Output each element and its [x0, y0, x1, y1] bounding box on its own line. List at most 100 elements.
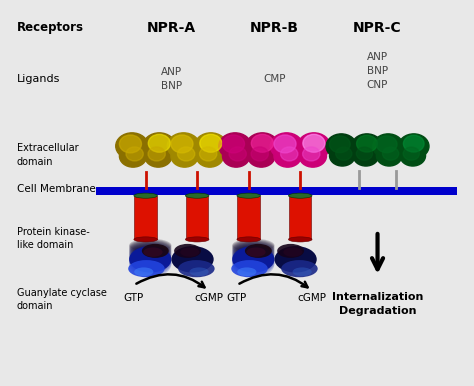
Circle shape — [299, 145, 327, 167]
Circle shape — [222, 145, 250, 167]
Ellipse shape — [246, 247, 265, 257]
Circle shape — [200, 147, 217, 161]
Ellipse shape — [231, 260, 268, 277]
Circle shape — [171, 135, 193, 153]
Ellipse shape — [232, 245, 274, 264]
Text: Extracellular
domain: Extracellular domain — [17, 143, 79, 166]
Circle shape — [329, 145, 355, 166]
Circle shape — [353, 145, 379, 166]
Ellipse shape — [129, 247, 172, 270]
Circle shape — [376, 136, 397, 152]
Bar — [237, 196, 260, 239]
Ellipse shape — [185, 193, 209, 198]
Ellipse shape — [232, 239, 274, 254]
Ellipse shape — [237, 237, 261, 242]
Ellipse shape — [178, 260, 215, 277]
Ellipse shape — [289, 193, 312, 198]
Ellipse shape — [283, 247, 302, 257]
Circle shape — [148, 147, 165, 161]
Text: Protein kinase-
like domain: Protein kinase- like domain — [17, 227, 90, 250]
Circle shape — [270, 133, 303, 159]
Ellipse shape — [129, 249, 172, 274]
Text: NPR-A: NPR-A — [147, 20, 196, 34]
Ellipse shape — [142, 244, 169, 258]
Ellipse shape — [232, 243, 274, 261]
Ellipse shape — [129, 245, 172, 266]
Ellipse shape — [237, 267, 256, 276]
Circle shape — [383, 147, 399, 160]
Text: Internalization
Degradation: Internalization Degradation — [332, 292, 423, 316]
Circle shape — [274, 135, 296, 153]
Ellipse shape — [129, 242, 172, 259]
Ellipse shape — [232, 246, 274, 268]
Circle shape — [376, 145, 402, 166]
Circle shape — [167, 133, 200, 159]
Circle shape — [171, 145, 198, 167]
Text: ANP
BNP: ANP BNP — [161, 67, 182, 91]
Circle shape — [222, 135, 245, 153]
Ellipse shape — [129, 244, 172, 263]
Circle shape — [352, 134, 382, 159]
Text: GTP: GTP — [227, 293, 247, 303]
Ellipse shape — [232, 240, 274, 256]
Bar — [186, 196, 209, 239]
Circle shape — [302, 147, 320, 161]
Bar — [289, 196, 311, 239]
Circle shape — [148, 134, 170, 152]
Circle shape — [274, 145, 301, 167]
Circle shape — [326, 134, 356, 159]
Ellipse shape — [232, 251, 274, 277]
Bar — [97, 187, 457, 195]
Text: Guanylate cyclase
domain: Guanylate cyclase domain — [17, 288, 107, 311]
Circle shape — [246, 133, 279, 159]
Circle shape — [251, 134, 273, 152]
Text: cGMP: cGMP — [194, 293, 223, 303]
Circle shape — [194, 133, 227, 159]
Ellipse shape — [232, 250, 274, 276]
Ellipse shape — [277, 244, 304, 258]
Text: ANP
BNP
CNP: ANP BNP CNP — [367, 52, 388, 90]
Ellipse shape — [134, 237, 157, 242]
Ellipse shape — [232, 242, 274, 259]
Circle shape — [298, 133, 330, 159]
Ellipse shape — [129, 240, 172, 256]
Ellipse shape — [129, 239, 172, 254]
Text: cGMP: cGMP — [298, 293, 327, 303]
Circle shape — [219, 133, 251, 159]
Circle shape — [247, 145, 275, 167]
Ellipse shape — [190, 267, 209, 276]
Circle shape — [143, 133, 175, 159]
Ellipse shape — [232, 248, 274, 272]
Circle shape — [145, 145, 172, 167]
Ellipse shape — [174, 244, 201, 258]
Text: Receptors: Receptors — [17, 21, 84, 34]
Circle shape — [336, 147, 352, 160]
Ellipse shape — [172, 246, 214, 273]
Ellipse shape — [185, 237, 209, 242]
Ellipse shape — [129, 248, 172, 272]
Text: Ligands: Ligands — [17, 74, 60, 84]
Ellipse shape — [289, 237, 312, 242]
Ellipse shape — [232, 241, 274, 257]
Ellipse shape — [129, 241, 172, 257]
Circle shape — [403, 147, 419, 160]
Ellipse shape — [129, 251, 172, 277]
Ellipse shape — [129, 243, 172, 261]
Ellipse shape — [232, 244, 274, 263]
Ellipse shape — [129, 245, 172, 264]
Circle shape — [399, 134, 429, 159]
Ellipse shape — [245, 244, 272, 258]
Ellipse shape — [134, 267, 154, 276]
Circle shape — [400, 145, 426, 166]
Ellipse shape — [232, 246, 274, 273]
Ellipse shape — [281, 260, 318, 277]
Ellipse shape — [129, 246, 172, 268]
Ellipse shape — [292, 267, 312, 276]
Ellipse shape — [129, 250, 172, 276]
Ellipse shape — [232, 249, 274, 274]
Ellipse shape — [128, 260, 164, 277]
Ellipse shape — [232, 239, 274, 252]
Text: GTP: GTP — [124, 293, 144, 303]
Ellipse shape — [232, 247, 274, 270]
Circle shape — [251, 147, 268, 161]
